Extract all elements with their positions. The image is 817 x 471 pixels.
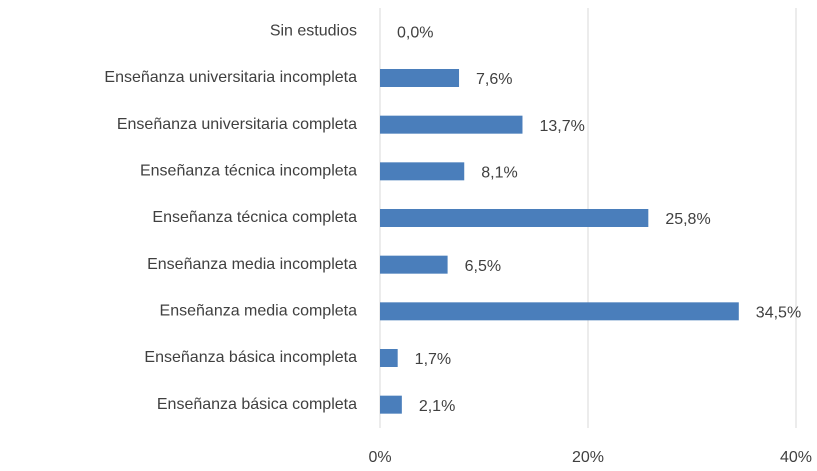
y-tick-label: Sin estudios	[270, 23, 357, 40]
x-tick-label: 0%	[368, 449, 391, 466]
y-tick-label: Enseñanza universitaria incompleta	[104, 69, 357, 86]
data-label: 25,8%	[665, 211, 710, 228]
x-tick-label: 20%	[572, 449, 604, 466]
data-label: 2,1%	[419, 398, 455, 415]
y-tick-label: Enseñanza básica completa	[157, 396, 357, 413]
y-tick-label: Enseñanza media completa	[160, 303, 358, 320]
y-tick-label: Enseñanza media incompleta	[147, 256, 357, 273]
y-tick-label: Enseñanza técnica incompleta	[140, 163, 357, 180]
x-tick-label: 40%	[780, 449, 812, 466]
data-label: 1,7%	[415, 351, 451, 368]
bar	[380, 209, 649, 227]
bar	[380, 115, 523, 134]
data-label: 8,1%	[481, 165, 517, 182]
bar	[380, 69, 460, 87]
data-label: 6,5%	[465, 258, 501, 275]
y-tick-label: Enseñanza universitaria completa	[117, 116, 357, 133]
bar	[380, 395, 402, 414]
data-label: 34,5%	[756, 305, 801, 322]
bar	[380, 302, 739, 321]
data-label: 7,6%	[476, 71, 512, 88]
y-tick-label: Enseñanza básica incompleta	[144, 349, 357, 366]
y-tick-label: Enseñanza técnica completa	[152, 209, 357, 226]
bar	[380, 349, 398, 367]
bar	[380, 255, 448, 274]
data-label: 0,0%	[397, 25, 433, 42]
data-label: 13,7%	[539, 118, 584, 135]
bar	[380, 162, 465, 181]
